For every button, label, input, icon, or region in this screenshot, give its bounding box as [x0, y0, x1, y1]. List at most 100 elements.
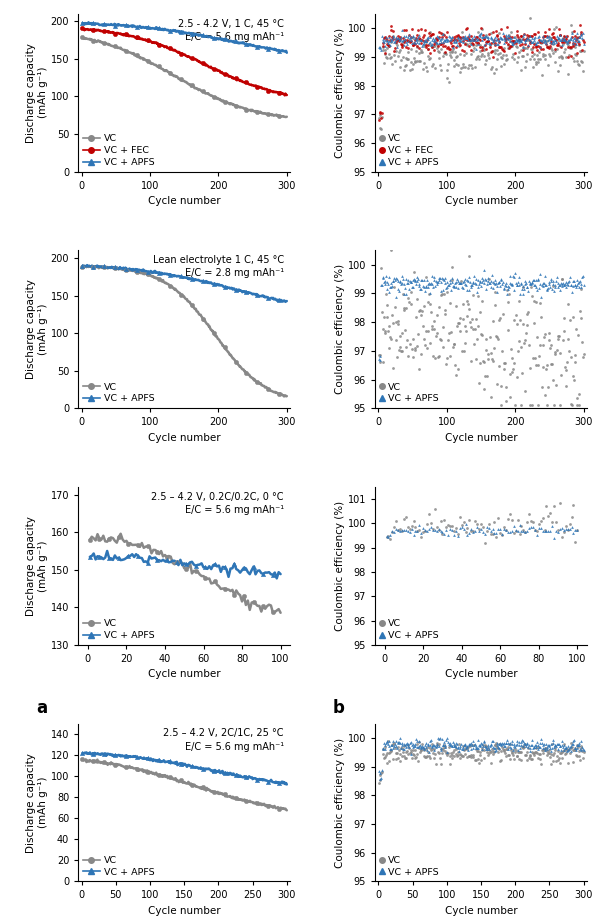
Point — [453, 740, 463, 755]
Point — [502, 19, 512, 34]
Point — [517, 33, 526, 48]
Point — [527, 288, 536, 303]
Point — [545, 49, 555, 64]
Point — [389, 30, 399, 44]
Point — [572, 273, 582, 288]
Point — [452, 280, 461, 294]
Point — [452, 737, 462, 751]
Point — [421, 60, 431, 75]
Point — [542, 357, 551, 372]
Point — [412, 737, 422, 751]
Point — [571, 278, 580, 293]
Point — [386, 532, 396, 546]
Point — [556, 33, 565, 48]
Point — [550, 54, 560, 69]
Point — [526, 514, 536, 529]
Point — [532, 744, 541, 759]
Point — [514, 745, 523, 760]
Point — [78, 16, 87, 30]
Point — [515, 278, 524, 293]
Point — [457, 742, 467, 757]
Point — [404, 52, 414, 66]
Point — [465, 315, 475, 330]
Point — [527, 42, 536, 56]
Point — [517, 37, 527, 52]
Point — [523, 741, 533, 756]
Point — [560, 42, 570, 56]
Point — [571, 280, 581, 294]
Point — [536, 289, 546, 304]
Point — [423, 739, 432, 754]
Point — [466, 320, 476, 335]
Point — [275, 86, 284, 101]
Point — [430, 61, 440, 76]
Point — [511, 523, 521, 538]
Point — [577, 742, 586, 757]
Point — [409, 528, 418, 543]
Point — [503, 38, 512, 53]
Point — [438, 319, 447, 334]
Point — [566, 739, 576, 754]
Point — [386, 737, 396, 752]
Point — [455, 33, 464, 48]
Point — [410, 54, 420, 69]
Point — [553, 522, 563, 537]
Point — [495, 279, 505, 294]
Point — [542, 40, 552, 54]
Point — [548, 373, 557, 388]
Point — [549, 398, 559, 413]
Point — [421, 33, 430, 48]
Point — [492, 43, 501, 58]
Point — [512, 277, 522, 292]
Point — [467, 37, 476, 52]
Point — [464, 270, 474, 284]
Point — [453, 30, 463, 44]
Point — [489, 31, 499, 46]
Point — [460, 59, 470, 74]
Point — [491, 276, 501, 291]
Point — [417, 530, 426, 545]
Point — [567, 739, 577, 754]
Point — [383, 35, 393, 50]
Point — [402, 332, 412, 347]
Point — [579, 743, 588, 758]
Point — [452, 29, 461, 43]
Point — [404, 737, 414, 751]
Point — [461, 524, 470, 539]
Point — [470, 59, 480, 74]
Point — [551, 19, 561, 34]
Point — [394, 30, 403, 45]
Point — [494, 741, 503, 756]
Point — [385, 51, 395, 66]
Point — [447, 272, 457, 287]
Point — [566, 41, 576, 55]
Point — [427, 739, 437, 754]
Point — [518, 523, 528, 538]
Point — [577, 744, 587, 759]
Point — [429, 33, 439, 48]
Point — [220, 67, 229, 82]
Point — [553, 743, 562, 758]
Point — [399, 286, 409, 301]
Point — [486, 36, 496, 51]
Point — [483, 738, 492, 753]
Point — [510, 33, 520, 48]
Point — [568, 754, 578, 769]
Point — [528, 515, 538, 530]
Point — [405, 34, 415, 49]
Point — [383, 277, 393, 292]
Point — [557, 277, 566, 292]
Point — [573, 278, 582, 293]
Point — [445, 736, 455, 750]
Point — [575, 57, 585, 72]
Point — [468, 523, 478, 538]
Point — [396, 31, 405, 46]
Point — [428, 56, 438, 71]
Point — [420, 737, 430, 752]
Point — [385, 330, 395, 344]
Point — [424, 286, 434, 301]
Point — [512, 54, 521, 69]
Point — [455, 276, 464, 291]
Point — [441, 357, 451, 372]
Point — [397, 740, 406, 755]
